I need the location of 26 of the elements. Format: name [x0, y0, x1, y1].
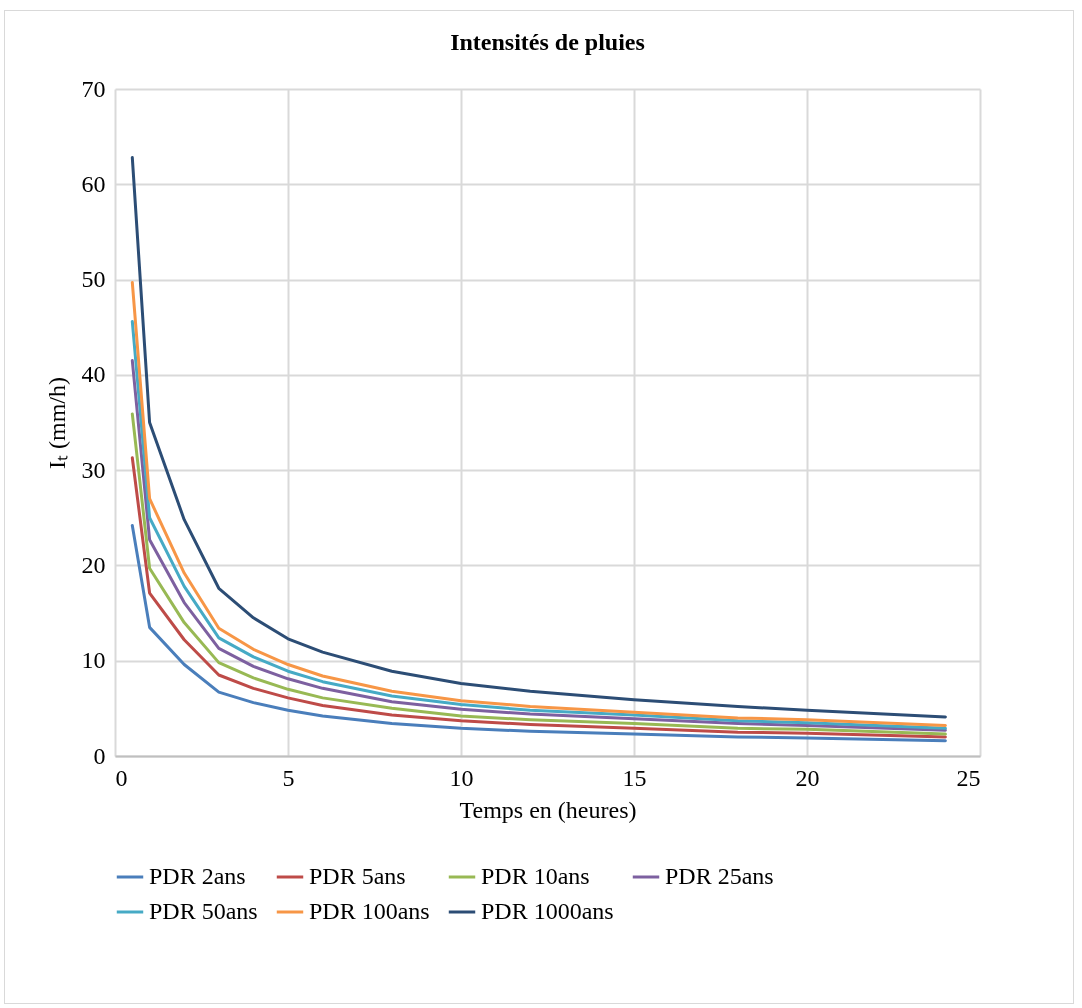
x-tick-label: 25	[956, 764, 981, 791]
x-tick-label: 15	[622, 764, 647, 791]
x-tick-label: 20	[795, 764, 820, 791]
y-tick-label: 50	[81, 266, 106, 293]
y-tick-label: 40	[81, 361, 106, 388]
legend-label: PDR 5ans	[309, 863, 406, 889]
x-tick-label: 5	[282, 764, 295, 791]
legend-label: PDR 100ans	[309, 898, 430, 924]
x-tick-label: 10	[449, 764, 474, 791]
legend-label: PDR 50ans	[149, 898, 258, 924]
legend-label: PDR 25ans	[665, 863, 774, 889]
y-axis-title: Iₜ (mm/h)	[43, 377, 70, 469]
y-tick-label: 20	[81, 551, 106, 578]
line-series	[130, 523, 947, 743]
legend-label: PDR 1000ans	[481, 898, 614, 924]
x-tick-label: 0	[115, 764, 128, 791]
line-series	[130, 156, 947, 719]
x-axis-title: Temps en (heures)	[459, 796, 637, 823]
legend-label: PDR 10ans	[481, 863, 590, 889]
y-tick-label: 0	[93, 742, 106, 769]
y-tick-label: 60	[81, 170, 106, 197]
y-tick-label: 70	[81, 75, 106, 102]
y-tick-label: 10	[81, 647, 106, 674]
y-tick-label: 30	[81, 456, 106, 483]
chart-title: Intensités de pluies	[450, 29, 645, 55]
legend-label: PDR 2ans	[149, 863, 246, 889]
